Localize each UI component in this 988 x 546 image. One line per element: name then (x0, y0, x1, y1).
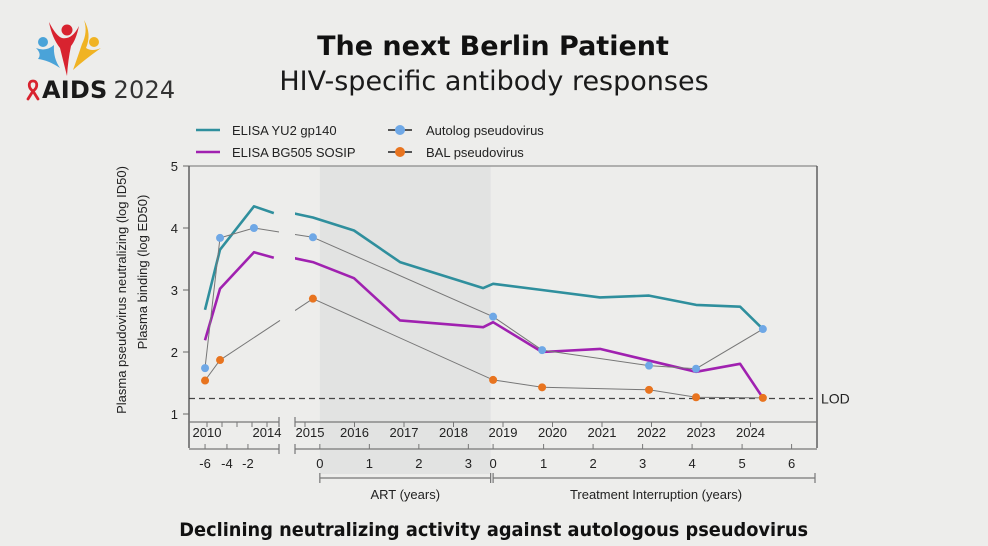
data-point-autolog-pseudovirus (201, 364, 210, 373)
year-tick-label: 2022 (637, 425, 666, 440)
year-tick-label: 2024 (736, 425, 765, 440)
relative-tick-label: 0 (489, 456, 496, 471)
year-tick-label: 2014 (253, 425, 282, 440)
logo-brand: AIDS (42, 76, 108, 104)
legend-swatch-marker (395, 125, 405, 135)
relative-tick-label: -6 (199, 456, 211, 471)
data-point-autolog-pseudovirus (538, 346, 547, 355)
slide-caption: Declining neutralizing activity against … (179, 519, 809, 541)
relative-tick-label: 2 (415, 456, 422, 471)
data-point-autolog-pseudovirus (489, 312, 498, 321)
year-tick-label: 2015 (296, 425, 325, 440)
y-tick-label: 1 (171, 407, 178, 422)
data-point-autolog-pseudovirus (249, 224, 258, 232)
y-tick-label: 4 (171, 221, 178, 236)
conference-logo: AIDS 2024 (26, 76, 175, 104)
data-point-bal-pseudovirus (692, 393, 701, 402)
year-tick-label: 2018 (439, 425, 468, 440)
data-point-autolog-pseudovirus (216, 233, 225, 242)
y-axis: 1 2 3 4 5 (171, 159, 189, 422)
y-axis-title-binding: Plasma binding (log ED50) (135, 195, 150, 350)
series-connector-bal-pseudovirus (219, 320, 281, 361)
data-point-autolog-pseudovirus (645, 361, 654, 370)
slide-title: The next Berlin Patient (317, 31, 669, 62)
legend-label: Autolog pseudovirus (426, 123, 544, 138)
axis-break-gap (279, 190, 295, 320)
data-point-bal-pseudovirus (201, 376, 210, 385)
year-tick-label: 2021 (588, 425, 617, 440)
series-connector-bal-pseudovirus (312, 298, 763, 399)
relative-tick-label: -2 (242, 456, 254, 471)
x-axes: 2010 2014 2015 2016 2017 2018 2019 2020 2021 2022… (189, 417, 817, 502)
y-axis-title-neutralizing: Plasma pseudovirus neutralizing (log ID5… (114, 166, 129, 414)
series-line-elisa-yu2-gp140 (203, 205, 275, 311)
relative-tick-label: -4 (221, 456, 233, 471)
year-tick-label: 2020 (538, 425, 567, 440)
data-point-autolog-pseudovirus (758, 325, 767, 334)
plot-frame (188, 165, 818, 448)
phase-label: Treatment Interruption (years) (570, 487, 742, 502)
data-point-autolog-pseudovirus (692, 364, 701, 373)
lod-line: LOD (189, 391, 850, 407)
data-point-bal-pseudovirus (216, 356, 225, 365)
aids-2024-logo-figures (36, 20, 101, 76)
relative-tick-label: 5 (738, 456, 745, 471)
legend-label: BAL pseudovirus (426, 145, 524, 160)
year-tick-label: 2010 (193, 425, 222, 440)
phase-label: ART (years) (370, 487, 440, 502)
y-tick-label: 2 (171, 345, 178, 360)
people-celebrating-icon (36, 20, 101, 76)
relative-tick-label: 3 (465, 456, 472, 471)
series-line-elisa-bg505-sosip (203, 250, 275, 341)
relative-tick-label: 6 (788, 456, 795, 471)
relative-tick-label: 1 (540, 456, 547, 471)
y-tick-label: 5 (171, 159, 178, 174)
data-point-bal-pseudovirus (758, 393, 767, 402)
data-point-bal-pseudovirus (489, 375, 498, 384)
year-tick-label: 2016 (340, 425, 369, 440)
year-tick-label: 2017 (390, 425, 419, 440)
y-axis-title: Plasma pseudovirus neutralizing (log ID5… (114, 166, 150, 414)
logo-year: 2024 (113, 76, 176, 104)
relative-tick-label: 2 (589, 456, 596, 471)
relative-tick-label: 4 (688, 456, 695, 471)
year-tick-label: 2019 (489, 425, 518, 440)
relative-tick-label: 1 (366, 456, 373, 471)
lod-label: LOD (821, 391, 850, 407)
series-connector-autolog-pseudovirus (253, 227, 281, 233)
data-point-bal-pseudovirus (645, 385, 654, 394)
data-point-bal-pseudovirus (538, 383, 547, 392)
legend: ELISA YU2 gp140 ELISA BG505 SOSIP Autolog … (196, 123, 544, 160)
series-line-elisa-bg505-sosip (292, 256, 764, 399)
relative-tick-label: 0 (316, 456, 323, 471)
series-line-elisa-yu2-gp140 (292, 211, 764, 331)
legend-label: ELISA YU2 gp140 (232, 123, 337, 138)
series-connector-autolog-pseudovirus (312, 236, 764, 370)
red-ribbon-icon (26, 79, 40, 101)
data-point-autolog-pseudovirus (308, 233, 317, 242)
legend-label: ELISA BG505 SOSIP (232, 145, 356, 160)
legend-swatch-marker (395, 147, 405, 157)
series-markers (201, 224, 767, 402)
data-point-bal-pseudovirus (308, 294, 317, 303)
y-tick-label: 3 (171, 283, 178, 298)
slide-subtitle: HIV-specific antibody responses (279, 66, 709, 97)
year-tick-label: 2023 (687, 425, 716, 440)
relative-tick-label: 3 (639, 456, 646, 471)
series-connector-bal-pseudovirus (204, 359, 221, 381)
series-connector-autolog-pseudovirus (204, 227, 255, 369)
